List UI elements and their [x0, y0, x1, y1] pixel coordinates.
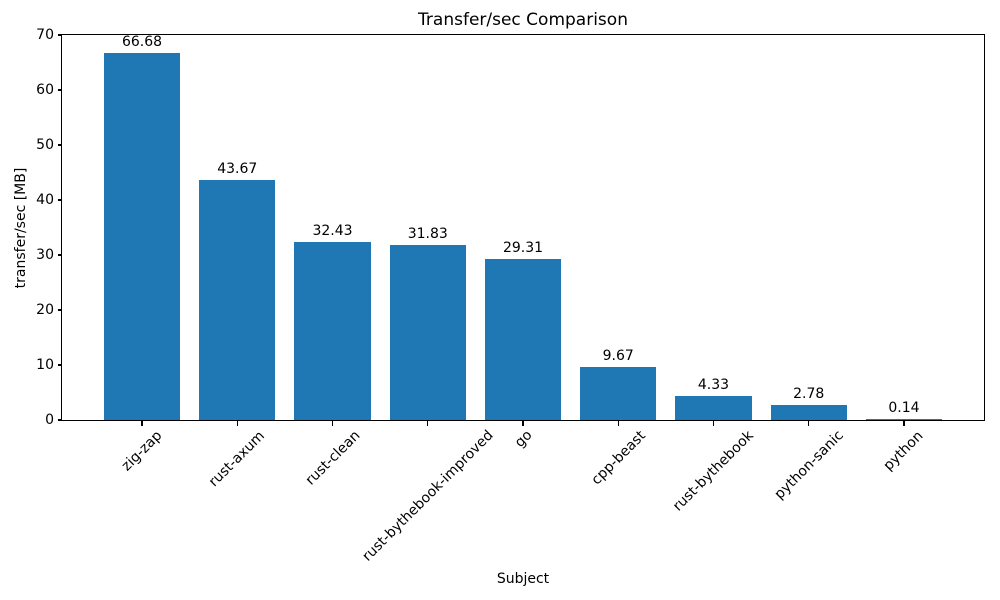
- x-tick-label: python: [881, 427, 927, 474]
- y-tick: [57, 419, 62, 421]
- bar: [865, 419, 943, 421]
- y-tick-label: 50: [36, 137, 54, 153]
- y-tick-label: 0: [45, 412, 54, 428]
- x-tick: [712, 421, 715, 426]
- y-tick-label: 30: [36, 247, 54, 263]
- bar-value-label: 31.83: [407, 225, 448, 242]
- x-tick: [903, 421, 905, 426]
- x-tick-label: go: [511, 427, 536, 452]
- bar: [389, 244, 466, 420]
- bar: [103, 53, 181, 420]
- bar-value-label: 32.43: [312, 222, 353, 239]
- x-tick: [331, 421, 334, 426]
- y-tick-label: 10: [36, 357, 54, 373]
- y-tick-label: 40: [36, 192, 54, 208]
- bar: [675, 396, 752, 420]
- bar-value-label: 0.14: [888, 400, 920, 417]
- x-axis-label: Subject: [496, 571, 550, 587]
- y-axis-label: transfer/sec [MB]: [13, 167, 29, 289]
- bar: [199, 179, 276, 420]
- bar-value-label: 43.67: [217, 160, 258, 177]
- x-tick: [236, 421, 238, 426]
- x-tick: [427, 421, 429, 426]
- bar-value-label: 9.67: [602, 347, 634, 364]
- y-tick: [57, 34, 62, 36]
- x-tick-label: zig-zap: [118, 427, 166, 475]
- y-tick-label: 70: [36, 27, 54, 43]
- x-tick-label: rust-axum: [206, 427, 269, 490]
- y-tick-label: 20: [36, 302, 54, 318]
- y-tick: [57, 89, 62, 91]
- x-tick-label: rust-bythebook-improved: [359, 427, 497, 565]
- bar-value-label: 4.33: [697, 377, 730, 394]
- chart-title: Transfer/sec Comparison: [418, 10, 628, 30]
- bar-value-label: 29.31: [502, 239, 544, 256]
- bar: [484, 258, 562, 420]
- y-tick: [57, 254, 62, 256]
- y-tick-label: 60: [36, 82, 54, 98]
- y-tick: [57, 364, 62, 366]
- y-tick: [57, 309, 62, 311]
- x-tick-label: cpp-beast: [588, 427, 649, 488]
- x-tick: [522, 421, 524, 426]
- x-tick-label: rust-bythebook: [669, 427, 757, 515]
- y-tick: [57, 199, 62, 201]
- x-tick: [141, 421, 143, 426]
- x-tick: [808, 421, 810, 426]
- x-tick-label: rust-clean: [302, 427, 364, 489]
- bar-value-label: 2.78: [793, 385, 825, 402]
- bar-value-label: 66.68: [121, 34, 163, 51]
- y-tick: [57, 144, 62, 146]
- bar: [770, 404, 847, 420]
- x-tick-label: python-sanic: [771, 427, 847, 503]
- x-tick: [617, 421, 619, 426]
- bar: [294, 241, 371, 420]
- bar: [580, 366, 657, 420]
